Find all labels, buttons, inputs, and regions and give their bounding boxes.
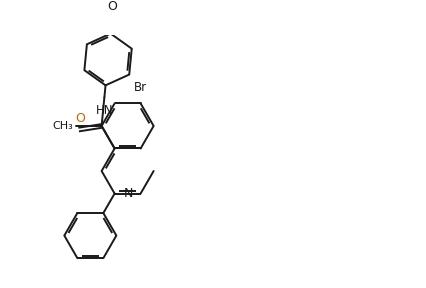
Text: HN: HN <box>95 104 113 117</box>
Text: O: O <box>107 0 117 13</box>
Text: CH₃: CH₃ <box>52 121 73 131</box>
Text: N: N <box>124 187 133 200</box>
Text: O: O <box>75 111 85 125</box>
Text: Br: Br <box>134 81 147 94</box>
